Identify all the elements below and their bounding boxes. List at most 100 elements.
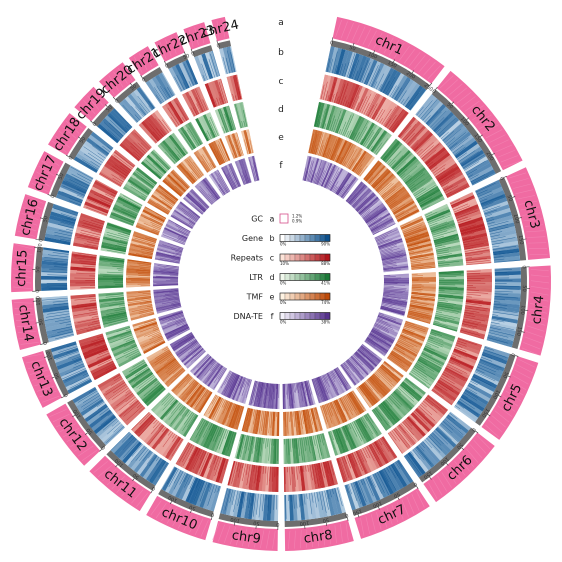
dna-track-spike bbox=[375, 320, 393, 329]
ltr-track-spike bbox=[344, 114, 355, 137]
gene-track-spike bbox=[464, 161, 480, 171]
ltr-track-bin bbox=[151, 392, 170, 411]
dna-track-bin bbox=[331, 169, 345, 192]
repeats-track-spike bbox=[254, 465, 258, 484]
repeats-track-spike bbox=[376, 440, 384, 452]
ideogram-stripe bbox=[445, 468, 457, 484]
gene-track-bin bbox=[473, 370, 499, 386]
ltr-track-spike bbox=[395, 161, 407, 173]
repeats-track-bin bbox=[455, 342, 480, 355]
repeats-track-spike bbox=[201, 453, 211, 474]
tmf-track-spike bbox=[135, 236, 156, 243]
gene-track-spike bbox=[168, 468, 179, 488]
tmf-track-spike bbox=[188, 164, 200, 179]
dna-track-spike bbox=[227, 371, 234, 383]
gene-track-spike bbox=[494, 296, 519, 299]
dna-track-bin bbox=[352, 189, 372, 209]
ltr-track-spike bbox=[333, 110, 342, 133]
dna-track-spike bbox=[244, 174, 249, 184]
dna-track-spike bbox=[188, 217, 197, 224]
ltr-track-bin bbox=[136, 377, 158, 396]
position-tick-label: 0 bbox=[68, 155, 75, 161]
ltr-track-spike bbox=[109, 263, 124, 266]
gene-track-spike bbox=[301, 494, 303, 506]
tmf-track-bin bbox=[163, 177, 184, 196]
ideogram-stripe bbox=[432, 479, 443, 496]
ltr-track-bin bbox=[389, 148, 409, 168]
ltr-track-spike bbox=[363, 415, 368, 422]
dna-track-bin bbox=[226, 374, 239, 398]
gene-track-spike bbox=[493, 258, 505, 261]
gene-track-bin bbox=[427, 434, 449, 456]
ideogram-stripe bbox=[441, 472, 452, 488]
repeats-track-bin bbox=[410, 412, 431, 433]
dna-track-spike bbox=[188, 222, 194, 227]
repeats-track-bin bbox=[393, 427, 411, 450]
position-tick-label: 200 bbox=[485, 151, 495, 162]
tmf-track-bin bbox=[401, 330, 425, 342]
gene-track-spike bbox=[246, 492, 249, 501]
ltr-track-spike bbox=[265, 438, 267, 449]
ltr-track-spike bbox=[402, 174, 410, 181]
gene-track-spike bbox=[321, 490, 327, 513]
repeats-track-spike bbox=[466, 275, 491, 277]
position-tick-label: 0 bbox=[498, 176, 505, 181]
tmf-track-spike bbox=[400, 221, 411, 227]
repeats-track-bin bbox=[136, 416, 156, 437]
gene-track-bin bbox=[197, 54, 210, 81]
repeats-track-bin bbox=[443, 369, 467, 385]
legend-swatch-b bbox=[319, 234, 326, 242]
repeats-track-spike bbox=[322, 81, 328, 100]
dna-track-bin bbox=[351, 354, 371, 375]
ltr-track-bin bbox=[250, 436, 257, 462]
ltr-track-spike bbox=[103, 318, 128, 325]
legend-swatch-c bbox=[284, 253, 291, 262]
repeats-track-spike bbox=[190, 107, 196, 117]
ltr-track-bin bbox=[180, 126, 197, 150]
repeats-track-bin bbox=[435, 162, 458, 180]
gene-track-spike bbox=[183, 63, 195, 86]
position-tick-label: 100 bbox=[114, 457, 125, 468]
repeats-track-spike bbox=[192, 107, 198, 116]
ideogram-stripe bbox=[229, 526, 237, 545]
tmf-track-spike bbox=[411, 265, 432, 269]
gene-density-outer-band bbox=[92, 103, 115, 127]
gene-track-spike bbox=[49, 268, 68, 271]
tmf-track-spike bbox=[308, 408, 313, 425]
ltr-track-spike bbox=[100, 260, 125, 264]
ltr-track-bin bbox=[424, 203, 449, 217]
ltr-track-spike bbox=[108, 320, 129, 326]
dna-track-spike bbox=[174, 298, 180, 301]
tmf-track-bin bbox=[155, 188, 176, 205]
dna-track-spike bbox=[253, 381, 260, 407]
repeats-track-spike bbox=[436, 167, 454, 180]
ltr-track-bin bbox=[148, 152, 169, 172]
tmf-track-spike bbox=[346, 394, 357, 411]
gene-track-spike bbox=[489, 226, 509, 232]
ltr-track-spike bbox=[421, 205, 430, 210]
repeats-track-spike bbox=[76, 272, 96, 275]
tmf-track-bin bbox=[126, 292, 151, 297]
gene-track-spike bbox=[52, 326, 72, 332]
repeats-track-bin bbox=[93, 180, 118, 195]
repeats-track-bin bbox=[342, 81, 354, 107]
tmf-track-bin bbox=[364, 161, 383, 182]
ltr-track-spike bbox=[314, 435, 321, 460]
gene-track-spike bbox=[202, 74, 206, 82]
gene-track-spike bbox=[388, 465, 397, 479]
ideogram-stripe bbox=[530, 291, 549, 296]
tmf-track-bin bbox=[155, 357, 177, 375]
gene-track-spike bbox=[71, 356, 81, 360]
repeats-track-bin bbox=[437, 379, 460, 396]
position-tick-label: 100 bbox=[167, 494, 178, 504]
ltr-track-spike bbox=[433, 322, 448, 327]
ltr-track-bin bbox=[396, 387, 417, 406]
ltr-track-spike bbox=[432, 230, 456, 238]
dna-track-spike bbox=[241, 378, 249, 396]
ideogram-stripe bbox=[505, 390, 521, 402]
tmf-track-spike bbox=[305, 409, 311, 429]
gene-track-spike bbox=[70, 166, 93, 180]
ltr-track-bin bbox=[398, 385, 419, 404]
ideogram-stripe bbox=[14, 256, 32, 261]
repeats-track-spike bbox=[375, 108, 383, 122]
